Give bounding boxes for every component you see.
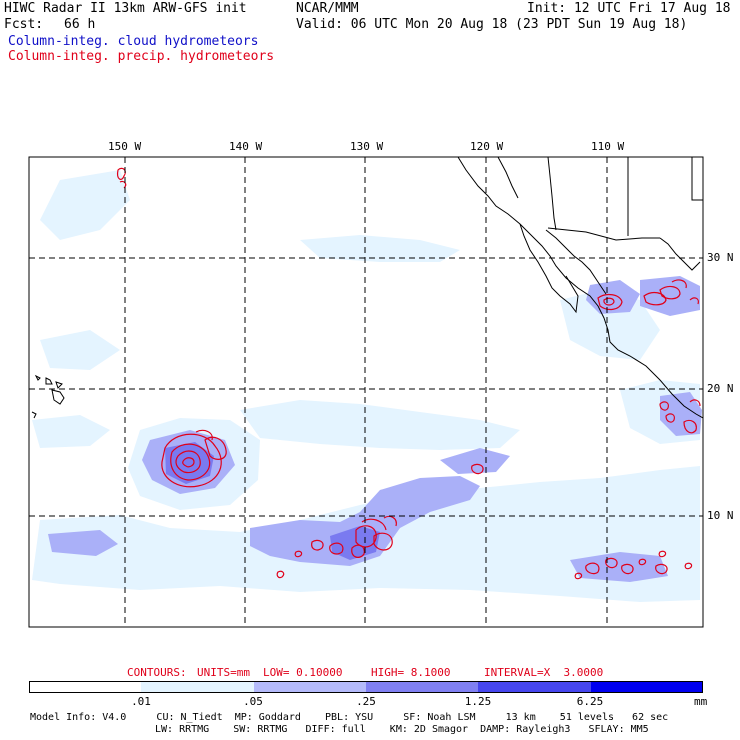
map-frame	[28, 156, 704, 628]
contours-low: LOW= 0.10000	[263, 666, 343, 679]
precip-contours	[117, 167, 701, 580]
colorbar-segment	[478, 681, 592, 693]
contours-label: CONTOURS:	[127, 666, 187, 679]
model-info-line1: Model Info: V4.0 CU: N_Tiedt MP: Goddard…	[30, 712, 669, 723]
colorbar-label-0: .01	[131, 695, 151, 708]
colorbar-segment	[253, 681, 367, 693]
legend-precip: Column-integ. precip. hydrometeors	[8, 49, 275, 64]
fcst-label: Fcst:	[4, 17, 44, 32]
lat-lon-grid	[29, 157, 703, 627]
lon-label-150w: 150 W	[108, 140, 142, 153]
contours-interval: INTERVAL=X 3.0000	[484, 666, 604, 679]
lat-label-20n: 20 N	[707, 382, 734, 395]
lon-label-120w: 120 W	[470, 140, 504, 153]
lat-label-30n: 30 N	[707, 251, 734, 264]
lon-label-110w: 110 W	[591, 140, 625, 153]
model-info-line2: LW: RRTMG SW: RRTMG DIFF: full KM: 2D Sm…	[155, 724, 649, 735]
legend-cloud: Column-integ. cloud hydrometeors	[8, 34, 259, 49]
center-name: NCAR/MMM	[296, 1, 359, 16]
colorbar-segment	[141, 681, 255, 693]
lon-label-130w: 130 W	[350, 140, 384, 153]
colorbar-label-4: 6.25	[576, 695, 604, 708]
colorbar-segment	[366, 681, 479, 693]
colorbar-label-2: .25	[356, 695, 376, 708]
colorbar-segment	[29, 681, 142, 693]
colorbar-label-3: 1.25	[464, 695, 492, 708]
lon-label-140w: 140 W	[229, 140, 263, 153]
lat-label-10n: 10 N	[707, 509, 734, 522]
contours-units: UNITS=mm	[197, 666, 250, 679]
colorbar-unit: mm	[694, 695, 708, 708]
colorbar-label-1: .05	[243, 695, 263, 708]
valid-time: Valid: 06 UTC Mon 20 Aug 18 (23 PDT Sun …	[296, 17, 688, 32]
colorbar-segment	[590, 681, 704, 693]
plot-title: HIWC Radar II 13km ARW-GFS init	[4, 1, 247, 16]
fcst-value: 66 h	[64, 17, 96, 32]
contours-high: HIGH= 8.1000	[371, 666, 451, 679]
init-time: Init: 12 UTC Fri 17 Aug 18	[527, 1, 731, 16]
